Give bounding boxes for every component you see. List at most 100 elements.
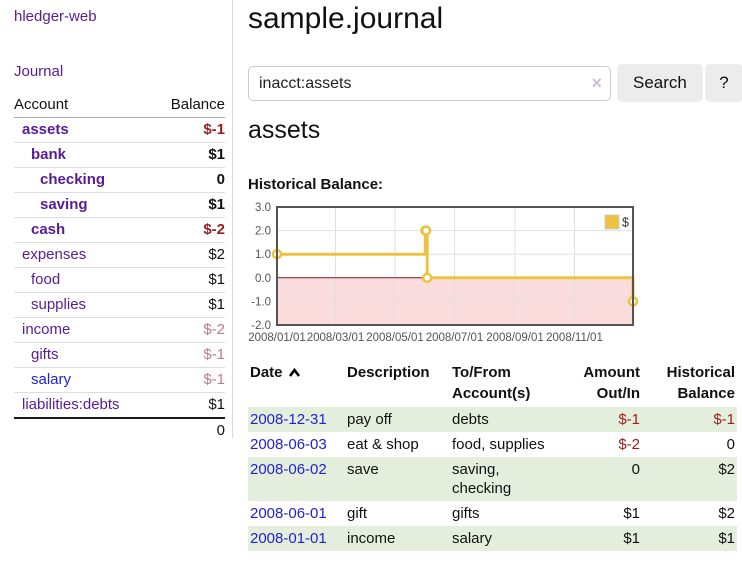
account-heading: assets xyxy=(248,116,321,144)
txn-description: pay off xyxy=(347,411,392,428)
svg-text:-2.0: -2.0 xyxy=(251,320,271,332)
account-row: bank $1 xyxy=(14,142,225,168)
txn-description: save xyxy=(347,461,379,478)
svg-text:$: $ xyxy=(622,216,629,230)
account-name-link[interactable]: cash xyxy=(31,221,66,238)
txn-description: gift xyxy=(347,505,368,522)
txn-accounts: saving, checking xyxy=(452,461,512,497)
txn-col-description: Description xyxy=(347,364,430,381)
txn-date-link[interactable]: 2008-01-01 xyxy=(250,530,327,547)
account-balance: $-2 xyxy=(119,217,225,243)
account-name-link[interactable]: checking xyxy=(40,171,106,188)
account-name-link[interactable]: supplies xyxy=(31,296,87,313)
txn-amount: $1 xyxy=(623,505,640,522)
account-row: cash $-2 xyxy=(14,217,225,243)
txn-description: income xyxy=(347,530,396,547)
account-row: supplies $1 xyxy=(14,292,225,318)
svg-text:2008/11/01: 2008/11/01 xyxy=(546,332,603,344)
account-balance: $1 xyxy=(119,292,225,318)
main-content: sample.journal × Search ? assets Histori… xyxy=(248,0,742,582)
account-row: checking 0 xyxy=(14,167,225,193)
txn-col-balance: Historical Balance xyxy=(666,364,735,402)
txn-date-link[interactable]: 2008-06-01 xyxy=(250,505,327,522)
txn-date-link[interactable]: 2008-06-03 xyxy=(250,436,327,453)
txn-accounts: salary xyxy=(452,530,493,547)
svg-text:2008/01/01: 2008/01/01 xyxy=(248,332,306,344)
account-row: saving $1 xyxy=(14,192,225,218)
search-form: × Search ? xyxy=(248,64,742,102)
account-balance: $-1 xyxy=(119,342,225,368)
nav-journal-link[interactable]: Journal xyxy=(14,63,64,80)
account-balance: $-2 xyxy=(119,317,225,343)
txn-accounts: gifts xyxy=(452,505,480,522)
account-name-link[interactable]: income xyxy=(22,321,71,338)
accounts-total-row: 0 xyxy=(14,417,225,443)
txn-description: eat & shop xyxy=(347,436,419,453)
account-name-link[interactable]: bank xyxy=(31,146,67,163)
accounts-col-balance: Balance xyxy=(119,94,225,118)
txn-amount: $-2 xyxy=(618,436,640,453)
txn-balance: $2 xyxy=(718,461,735,478)
txn-amount: 0 xyxy=(631,461,640,478)
txn-row: 2008-06-02 save saving, checking 0 $2 xyxy=(248,457,737,501)
account-balance: $1 xyxy=(119,192,225,218)
accounts-table: Account Balance assets $-1 bank $1 checking 0… xyxy=(14,94,225,443)
account-name-link[interactable]: salary xyxy=(31,371,72,388)
svg-text:2008/07/01: 2008/07/01 xyxy=(426,332,484,344)
svg-text:3.0: 3.0 xyxy=(255,202,271,214)
account-name-link[interactable]: liabilities:debts xyxy=(22,396,120,413)
svg-text:2008/03/01: 2008/03/01 xyxy=(307,332,365,344)
svg-text:2008/05/01: 2008/05/01 xyxy=(366,332,424,344)
chart-title: Historical Balance: xyxy=(248,176,384,193)
account-row: food $1 xyxy=(14,267,225,293)
account-row: expenses $2 xyxy=(14,242,225,268)
account-name-link[interactable]: gifts xyxy=(31,346,59,363)
txn-row: 2008-06-03 eat & shop food, supplies $-2 0 xyxy=(248,432,737,457)
page-title: sample.journal xyxy=(248,2,444,35)
account-row: income $-2 xyxy=(14,317,225,343)
txn-amount: $-1 xyxy=(618,411,640,428)
help-button[interactable]: ? xyxy=(705,64,742,102)
accounts-table-body: assets $-1 bank $1 checking 0 saving $1 cash $-2 e… xyxy=(14,118,225,418)
transactions-table: Date Description To/From Account(s) Amou… xyxy=(248,358,737,551)
svg-text:0.0: 0.0 xyxy=(255,273,271,285)
account-name-link[interactable]: expenses xyxy=(22,246,87,263)
search-button[interactable]: Search xyxy=(617,64,703,102)
txn-amount: $1 xyxy=(623,530,640,547)
account-name-link[interactable]: assets xyxy=(22,121,69,138)
txn-row: 2008-12-31 pay off debts $-1 $-1 xyxy=(248,407,737,432)
account-row: assets $-1 xyxy=(14,118,225,143)
txn-row: 2008-06-01 gift gifts $1 $2 xyxy=(248,501,737,526)
clear-search-icon[interactable]: × xyxy=(591,73,602,93)
account-balance: $1 xyxy=(119,267,225,293)
account-name-link[interactable]: food xyxy=(31,271,61,288)
txn-col-date[interactable]: Date xyxy=(248,358,345,407)
account-balance: $1 xyxy=(119,142,225,168)
txn-row: 2008-01-01 income salary $1 $1 xyxy=(248,526,737,551)
account-balance: 0 xyxy=(119,167,225,193)
txn-date-link[interactable]: 2008-06-02 xyxy=(250,461,327,478)
sort-ascending-icon xyxy=(288,367,300,377)
account-name-link[interactable]: saving xyxy=(40,196,88,213)
account-balance: $-1 xyxy=(203,121,225,138)
svg-text:-1.0: -1.0 xyxy=(251,296,271,308)
txn-balance: 0 xyxy=(726,436,735,453)
txn-col-amount: Amount Out/In xyxy=(583,364,640,402)
svg-text:1.0: 1.0 xyxy=(255,249,271,261)
account-row: salary $-1 xyxy=(14,367,225,393)
txn-balance: $-1 xyxy=(713,411,735,428)
transactions-table-body: 2008-12-31 pay off debts $-1 $-1 2008-06-03 ea… xyxy=(248,407,737,551)
txn-accounts: debts xyxy=(452,411,489,428)
accounts-total: 0 xyxy=(119,417,225,443)
account-balance: $-1 xyxy=(119,367,225,393)
account-row: liabilities:debts $1 xyxy=(14,392,225,418)
txn-col-accounts: To/From Account(s) xyxy=(452,364,531,402)
svg-text:2008/09/01: 2008/09/01 xyxy=(486,332,544,344)
account-balance: $1 xyxy=(119,392,225,418)
svg-text:2.0: 2.0 xyxy=(255,226,271,238)
app-brand-link[interactable]: hledger-web xyxy=(14,8,97,25)
search-input[interactable] xyxy=(248,66,611,101)
txn-balance: $2 xyxy=(718,505,735,522)
txn-date-link[interactable]: 2008-12-31 xyxy=(250,411,327,428)
